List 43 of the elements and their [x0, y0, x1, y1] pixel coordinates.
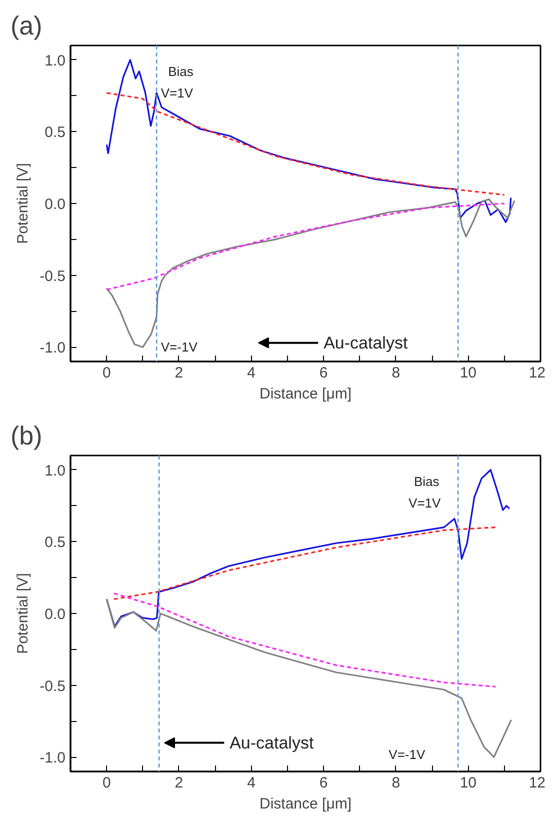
chart-title: (b)	[10, 420, 42, 450]
x-tick-label: 0	[102, 774, 111, 792]
x-tick-label: 8	[392, 364, 400, 382]
y-tick-label: -1.0	[40, 340, 66, 357]
x-axis-title: Distance [μm]	[260, 386, 352, 402]
y-tick-label: 1.0	[44, 462, 66, 480]
line-series	[113, 592, 496, 688]
annotation: V=-1V	[160, 340, 198, 355]
y-tick-label: -0.5	[40, 678, 66, 695]
x-axis-title: Distance [μm]	[260, 796, 352, 812]
x-tick-label: 12	[528, 364, 546, 382]
x-tick-label: 6	[319, 364, 328, 382]
annotation: Au-catalyst	[324, 333, 408, 352]
y-tick-label: 0.0	[44, 196, 66, 213]
y-tick-label: 0.0	[44, 606, 66, 623]
x-tick-label: 4	[247, 364, 256, 382]
x-tick-label: 2	[174, 774, 184, 792]
y-axis-title: Potential [V]	[14, 573, 32, 654]
line-series	[113, 526, 496, 600]
y-tick-label: -1.0	[40, 750, 66, 767]
x-tick-label: 12	[528, 774, 546, 792]
annotation: V=1V	[408, 495, 442, 510]
y-tick-label: -0.5	[40, 268, 66, 285]
annotation: Au-catalyst	[230, 733, 314, 752]
x-tick-label: 0	[102, 364, 111, 382]
line-series	[106, 59, 512, 223]
line-series	[106, 202, 506, 290]
y-axis-title: Potential [V]	[14, 163, 32, 244]
y-tick-label: 0.5	[44, 534, 66, 552]
annotation: V=1V	[160, 85, 194, 100]
x-tick-label: 10	[460, 364, 477, 382]
chart-title: (a)	[10, 10, 42, 40]
x-tick-label: 10	[460, 774, 477, 792]
annotation: V=-1V	[388, 746, 426, 762]
y-tick-label: 0.5	[44, 124, 66, 142]
line-series	[106, 598, 512, 758]
x-tick-label: 4	[247, 774, 256, 792]
y-tick-label: 1.0	[44, 52, 66, 70]
x-tick-label: 2	[174, 364, 184, 382]
annotation: Bias	[168, 64, 194, 79]
annotation: Bias	[414, 474, 440, 489]
x-tick-label: 8	[392, 774, 400, 792]
x-tick-label: 6	[319, 774, 328, 792]
